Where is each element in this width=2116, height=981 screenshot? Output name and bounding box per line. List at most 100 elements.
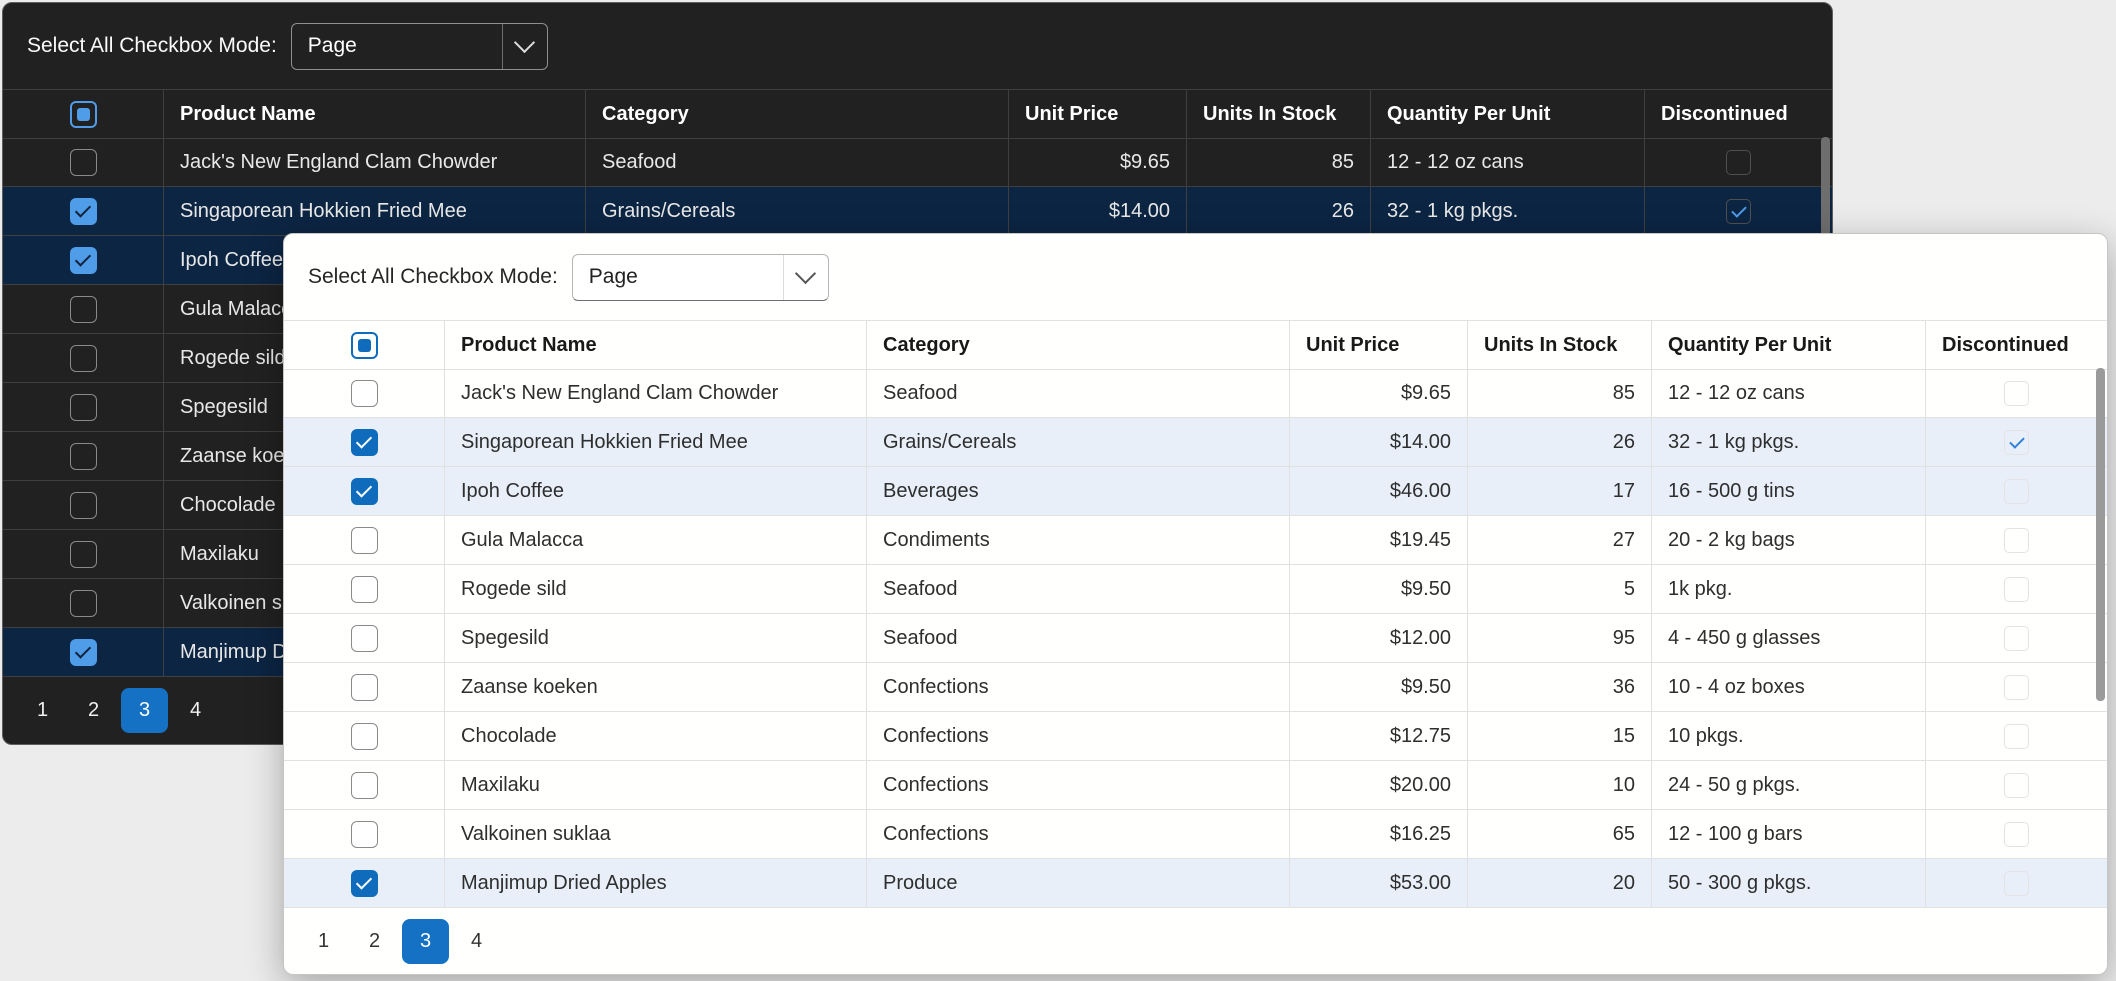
select-all-mode-dropdown[interactable]: Page xyxy=(290,22,548,70)
column-header-units-in-stock[interactable]: Units In Stock xyxy=(1186,90,1370,138)
table-row[interactable]: Jack's New England Clam Chowder Seafood $9… xyxy=(284,369,2107,418)
page-button-3[interactable]: 3 xyxy=(402,918,449,964)
row-select-checkbox[interactable] xyxy=(69,344,97,372)
row-select-cell[interactable] xyxy=(3,138,163,186)
column-header-quantity-per-unit[interactable]: Quantity Per Unit xyxy=(1370,90,1644,138)
cell-discontinued xyxy=(1925,859,2107,907)
column-header-units-in-stock[interactable]: Units In Stock xyxy=(1467,321,1651,369)
cell-units-in-stock: 36 xyxy=(1467,663,1651,711)
row-select-checkbox[interactable] xyxy=(350,575,378,603)
cell-units-in-stock: 20 xyxy=(1467,859,1651,907)
cell-category: Seafood xyxy=(866,614,1289,662)
row-select-cell[interactable] xyxy=(3,383,163,431)
row-select-checkbox[interactable] xyxy=(69,148,97,176)
page-button-3[interactable]: 3 xyxy=(121,688,168,733)
row-select-cell[interactable] xyxy=(3,187,163,235)
row-select-checkbox[interactable] xyxy=(350,624,378,652)
row-select-cell[interactable] xyxy=(284,761,444,809)
column-header-discontinued[interactable]: Discontinued xyxy=(1644,90,1832,138)
row-select-cell[interactable] xyxy=(284,418,444,466)
row-select-checkbox[interactable] xyxy=(350,820,378,848)
cell-unit-price: $9.65 xyxy=(1008,138,1186,186)
cell-unit-price: $9.50 xyxy=(1289,663,1467,711)
row-select-cell[interactable] xyxy=(3,579,163,627)
row-select-checkbox[interactable] xyxy=(69,246,97,274)
row-select-cell[interactable] xyxy=(284,712,444,760)
column-header-product-name[interactable]: Product Name xyxy=(163,90,585,138)
row-select-cell[interactable] xyxy=(284,516,444,564)
cell-unit-price: $14.00 xyxy=(1008,187,1186,235)
column-header-discontinued[interactable]: Discontinued xyxy=(1925,321,2107,369)
row-select-cell[interactable] xyxy=(284,614,444,662)
row-select-checkbox[interactable] xyxy=(69,442,97,470)
row-select-checkbox[interactable] xyxy=(350,722,378,750)
row-select-checkbox[interactable] xyxy=(69,393,97,421)
select-all-mode-dropdown[interactable]: Page xyxy=(571,253,829,301)
select-all-header-cell[interactable] xyxy=(3,90,163,138)
page-button-4[interactable]: 4 xyxy=(470,929,483,952)
row-select-checkbox[interactable] xyxy=(350,428,378,456)
page-button-4[interactable]: 4 xyxy=(189,699,202,721)
cell-product-name: Rogede sild xyxy=(163,334,585,382)
table-row[interactable]: Singaporean Hokkien Fried Mee Grains/Cere… xyxy=(284,418,2107,467)
column-header-unit-price[interactable]: Unit Price xyxy=(1289,321,1467,369)
row-select-cell[interactable] xyxy=(3,334,163,382)
dropdown-button[interactable] xyxy=(782,254,828,300)
row-select-cell[interactable] xyxy=(284,565,444,613)
select-all-checkbox[interactable] xyxy=(350,331,378,359)
row-select-checkbox[interactable] xyxy=(69,540,97,568)
vertical-scrollbar-thumb[interactable] xyxy=(2096,368,2105,701)
row-select-cell[interactable] xyxy=(3,530,163,578)
cell-product-name: Ipoh Coffee xyxy=(444,467,866,515)
row-select-cell[interactable] xyxy=(284,369,444,417)
row-select-checkbox[interactable] xyxy=(350,526,378,554)
cell-quantity-per-unit: 24 - 50 g pkgs. xyxy=(1651,761,1925,809)
row-select-checkbox[interactable] xyxy=(69,197,97,225)
row-select-cell[interactable] xyxy=(3,236,163,284)
row-select-cell[interactable] xyxy=(3,432,163,480)
page-button-1[interactable]: 1 xyxy=(36,699,49,721)
cell-units-in-stock: 10 xyxy=(1467,761,1651,809)
row-select-checkbox[interactable] xyxy=(69,638,97,666)
row-select-cell[interactable] xyxy=(284,467,444,515)
table-row[interactable]: Jack's New England Clam Chowder Seafood $9… xyxy=(3,138,1832,187)
row-select-cell[interactable] xyxy=(3,285,163,333)
cell-product-name: Ipoh Coffee xyxy=(163,236,585,284)
cell-product-name: Zaanse koeken xyxy=(163,432,585,480)
row-select-cell[interactable] xyxy=(3,481,163,529)
column-header-quantity-per-unit[interactable]: Quantity Per Unit xyxy=(1651,321,1925,369)
table-row[interactable]: Singaporean Hokkien Fried Mee Grains/Cere… xyxy=(3,187,1832,236)
row-select-checkbox[interactable] xyxy=(350,477,378,505)
column-header-product-name[interactable]: Product Name xyxy=(444,321,866,369)
select-all-header-cell[interactable] xyxy=(284,321,444,369)
row-select-cell[interactable] xyxy=(284,859,444,907)
row-select-checkbox[interactable] xyxy=(69,491,97,519)
page-button-2[interactable]: 2 xyxy=(87,699,100,721)
select-all-checkbox[interactable] xyxy=(69,100,97,128)
row-select-checkbox[interactable] xyxy=(350,869,378,897)
row-select-checkbox[interactable] xyxy=(69,295,97,323)
cell-product-name: Spegesild xyxy=(444,614,866,662)
row-select-checkbox[interactable] xyxy=(69,589,97,617)
row-select-checkbox[interactable] xyxy=(350,673,378,701)
column-header-unit-price[interactable]: Unit Price xyxy=(1008,90,1186,138)
row-select-checkbox[interactable] xyxy=(350,379,378,407)
page-button-2[interactable]: 2 xyxy=(368,929,381,952)
column-header-category[interactable]: Category xyxy=(585,90,1008,138)
row-select-cell[interactable] xyxy=(3,628,163,676)
row-select-cell[interactable] xyxy=(284,663,444,711)
page-button-1[interactable]: 1 xyxy=(317,929,330,952)
row-select-cell[interactable] xyxy=(284,810,444,858)
column-header-category[interactable]: Category xyxy=(866,321,1289,369)
row-select-checkbox[interactable] xyxy=(350,771,378,799)
dropdown-button[interactable] xyxy=(501,23,547,69)
